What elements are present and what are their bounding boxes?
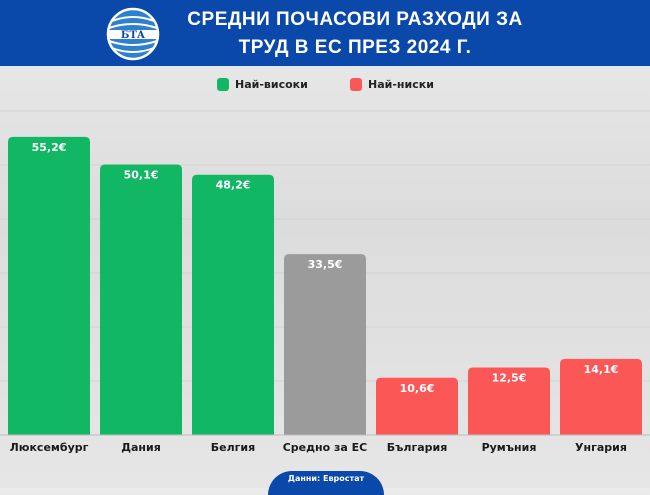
legend-label: Най-ниски bbox=[368, 78, 434, 91]
category-label: България bbox=[387, 441, 448, 454]
legend-item-highest: Най-високи bbox=[217, 78, 308, 91]
legend-swatch-green bbox=[217, 78, 229, 91]
data-label: 50,1€ bbox=[124, 168, 159, 181]
bar-6 bbox=[560, 358, 642, 435]
bta-logo: БТА bbox=[106, 7, 160, 61]
bar-4 bbox=[376, 377, 458, 435]
title-line-1: СРЕДНИ ПОЧАСОВИ РАЗХОДИ ЗА bbox=[187, 9, 523, 30]
data-label: 10,6€ bbox=[400, 382, 435, 395]
category-label: Дания bbox=[121, 441, 161, 454]
legend-label: Най-високи bbox=[235, 78, 308, 91]
legend: Най-високи Най-ниски bbox=[0, 78, 650, 96]
category-label: Белгия bbox=[211, 441, 255, 454]
header: БТА СРЕДНИ ПОЧАСОВИ РАЗХОДИ ЗА ТРУД В ЕС… bbox=[0, 0, 650, 68]
bar-2 bbox=[192, 174, 274, 435]
category-label: Унгария bbox=[575, 441, 627, 454]
source-badge: Данни: Евростат bbox=[268, 471, 384, 495]
legend-item-lowest: Най-ниски bbox=[350, 78, 434, 91]
category-label: Средно за ЕС bbox=[283, 441, 368, 454]
data-label: 14,1€ bbox=[584, 363, 619, 376]
data-label: 48,2€ bbox=[216, 179, 251, 192]
bar-0 bbox=[8, 136, 90, 436]
svg-text:БТА: БТА bbox=[121, 30, 146, 41]
legend-swatch-red bbox=[350, 78, 362, 91]
category-label: Люксембург bbox=[10, 441, 89, 454]
title-line-2: ТРУД В ЕС ПРЕЗ 2024 Г. bbox=[238, 37, 472, 58]
category-label: Румъния bbox=[482, 441, 537, 454]
data-label: 12,5€ bbox=[492, 372, 527, 385]
bar-1 bbox=[100, 164, 182, 435]
chart-title: СРЕДНИ ПОЧАСОВИ РАЗХОДИ ЗА ТРУД В ЕС ПРЕ… bbox=[170, 6, 540, 62]
data-label: 55,2€ bbox=[32, 141, 67, 154]
bar-5 bbox=[468, 367, 550, 435]
data-label: 33,5€ bbox=[308, 258, 343, 271]
bar-3 bbox=[284, 254, 366, 435]
